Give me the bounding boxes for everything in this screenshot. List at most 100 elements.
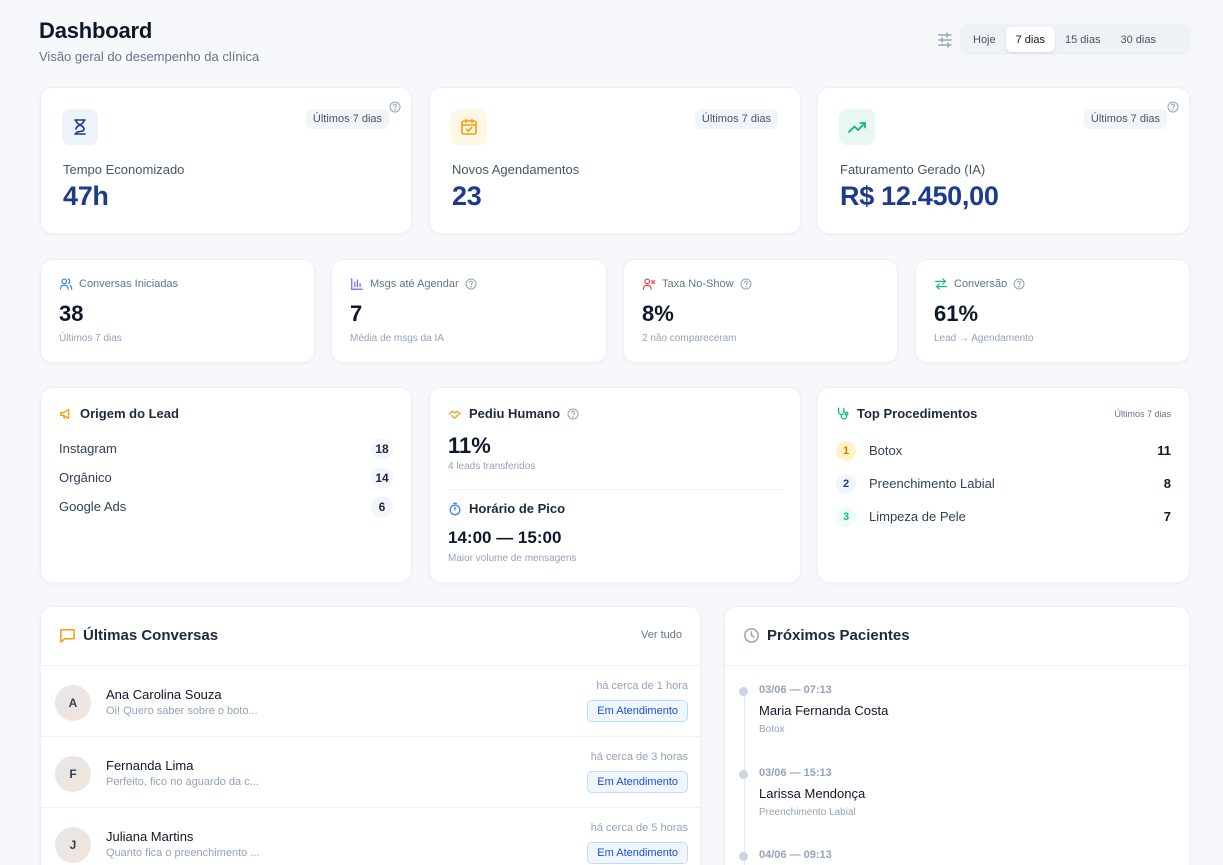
lead-source-label: Google Ads <box>59 499 127 514</box>
next-patients-header: Próximos Pacientes <box>743 627 910 644</box>
avatar: F <box>55 756 91 792</box>
calendar-check-icon <box>461 118 477 135</box>
procedure-list: 1 Botox 11 2 Preenchimento Labial 8 3 Li… <box>836 434 1171 533</box>
page-header: Dashboard Visão geral do desempenho da c… <box>39 18 259 64</box>
avatar: A <box>55 685 91 721</box>
stat-subtext: Média de msgs da IA <box>350 333 444 344</box>
kpi-card-time-saved: Últimos 7 dias Tempo Economizado 47h <box>40 87 412 234</box>
timeline-dot <box>739 770 748 779</box>
page-subtitle: Visão geral do desempenho da clínica <box>39 49 260 64</box>
divider <box>448 489 782 490</box>
peak-hour-title: Horário de Pico <box>469 501 566 516</box>
lead-origin-list: Instagram 18 Orgânico 14 Google Ads 6 <box>59 434 393 521</box>
range-30-days-button[interactable]: 30 dias <box>1120 33 1156 46</box>
timeline-dot <box>739 687 748 696</box>
period-badge: Últimos 7 dias <box>1083 109 1167 129</box>
next-patients-title: Próximos Pacientes <box>767 627 910 644</box>
procedure-label: Preenchimento Labial <box>869 476 995 491</box>
lead-source-count: 14 <box>371 467 393 488</box>
peak-hour-value: 14:00 — 15:00 <box>448 528 562 547</box>
patient-name: Larissa Mendonça <box>759 786 866 801</box>
timeline-dot <box>739 852 748 861</box>
filter-sliders-icon[interactable] <box>936 31 954 49</box>
list-item: Instagram 18 <box>59 434 393 463</box>
stat-value: 61% <box>934 301 979 326</box>
stat-header: Msgs até Agendar <box>350 277 477 291</box>
human-request-subtext: 4 leads transferidos <box>448 461 536 472</box>
stat-label: Conversas Iniciadas <box>79 278 179 290</box>
divider <box>725 665 1189 666</box>
hourglass-icon <box>74 119 86 135</box>
view-all-link[interactable]: Ver tudo <box>641 629 682 641</box>
conversation-preview: Quanto fica o preenchimento ... <box>106 847 260 859</box>
page-title: Dashboard <box>39 18 153 43</box>
conversation-row[interactable]: J Juliana Martins Quanto fica o preenchi… <box>41 807 700 865</box>
kpi-value: 47h <box>63 181 109 211</box>
timeline-line <box>744 693 745 865</box>
appointment-datetime: 04/06 — 09:13 <box>759 849 832 861</box>
conversation-row[interactable]: A Ana Carolina Souza Oi! Quero saber sob… <box>41 665 700 737</box>
lead-source-count: 6 <box>371 496 393 517</box>
conversation-contact-name: Juliana Martins <box>106 829 194 844</box>
conversation-contact-name: Ana Carolina Souza <box>106 687 222 702</box>
kpi-card-new-appointments: Últimos 7 dias Novos Agendamentos 23 <box>429 87 801 234</box>
stat-header: Conversão <box>934 277 1025 291</box>
kpi-card-revenue: Últimos 7 dias Faturamento Gerado (IA) R… <box>817 87 1190 234</box>
megaphone-icon <box>60 408 70 419</box>
help-circle-icon[interactable] <box>740 278 752 290</box>
patient-procedure: Botox <box>759 724 785 735</box>
peak-hour-subtext: Maior volume de mensagens <box>448 553 577 564</box>
rank-badge: 3 <box>836 506 856 527</box>
stat-label: Conversão <box>954 278 1008 290</box>
help-circle-icon[interactable] <box>567 408 579 420</box>
range-today-button[interactable]: Hoje <box>973 33 996 46</box>
procedure-label: Limpeza de Pele <box>869 509 966 524</box>
human-request-title: Pediu Humano <box>469 406 561 421</box>
conversation-contact-name: Fernanda Lima <box>106 758 194 773</box>
stopwatch-icon <box>449 502 461 515</box>
help-circle-icon[interactable] <box>389 101 401 113</box>
lead-origin-card: Origem do Lead Instagram 18 Orgânico 14 … <box>40 387 412 583</box>
rank-badge: 1 <box>836 440 856 461</box>
stat-value: 38 <box>59 301 84 326</box>
stethoscope-icon <box>837 407 849 419</box>
list-item: Orgânico 14 <box>59 463 393 492</box>
procedure-count: 7 <box>1163 509 1171 524</box>
top-procedures-title: Top Procedimentos <box>857 406 978 421</box>
status-badge: Em Atendimento <box>587 700 688 722</box>
peak-hour-header: Horário de Pico <box>448 501 565 516</box>
latest-conversations-header: Últimas Conversas <box>59 627 218 644</box>
trending-up-icon <box>848 122 866 133</box>
kpi-label: Tempo Economizado <box>63 162 185 177</box>
users-icon <box>59 278 73 290</box>
lead-origin-title: Origem do Lead <box>80 406 179 421</box>
lead-source-label: Instagram <box>59 441 117 456</box>
help-circle-icon[interactable] <box>1013 278 1025 290</box>
avatar: J <box>55 827 91 863</box>
conversation-preview: Perfeito, fico no aguardo da c... <box>106 776 259 788</box>
range-7-days-button[interactable]: 7 dias <box>1005 27 1055 52</box>
range-15-days-button[interactable]: 15 dias <box>1064 33 1101 46</box>
help-circle-icon[interactable] <box>1167 101 1179 113</box>
kpi-value: 23 <box>452 181 482 211</box>
human-request-card: Pediu Humano 11% 4 leads transferidos Ho… <box>429 387 801 583</box>
top-procedures-header: Top Procedimentos <box>836 406 977 421</box>
kpi-icon-container <box>62 109 98 145</box>
date-range-selector: Hoje 7 dias 15 dias 30 dias <box>960 24 1191 55</box>
conversation-row[interactable]: F Fernanda Lima Perfeito, fico no aguard… <box>41 736 700 808</box>
next-patients-card: Próximos Pacientes 03/06 — 07:13 Maria F… <box>724 606 1190 865</box>
status-badge: Em Atendimento <box>587 842 688 864</box>
patient-procedure: Preenchimento Labial <box>759 807 856 818</box>
list-item: 2 Preenchimento Labial 8 <box>836 467 1171 500</box>
appointment-datetime: 03/06 — 07:13 <box>759 684 832 696</box>
help-circle-icon[interactable] <box>465 278 477 290</box>
procedure-count: 8 <box>1163 476 1171 491</box>
kpi-icon-container <box>451 109 487 145</box>
lead-origin-header: Origem do Lead <box>59 406 179 421</box>
kpi-icon-container <box>839 109 875 145</box>
stat-value: 8% <box>642 301 674 326</box>
list-item: Google Ads 6 <box>59 492 393 521</box>
period-badge: Últimos 7 dias <box>1114 409 1171 419</box>
user-x-icon <box>642 278 656 290</box>
conversation-time: há cerca de 3 horas <box>590 751 688 763</box>
